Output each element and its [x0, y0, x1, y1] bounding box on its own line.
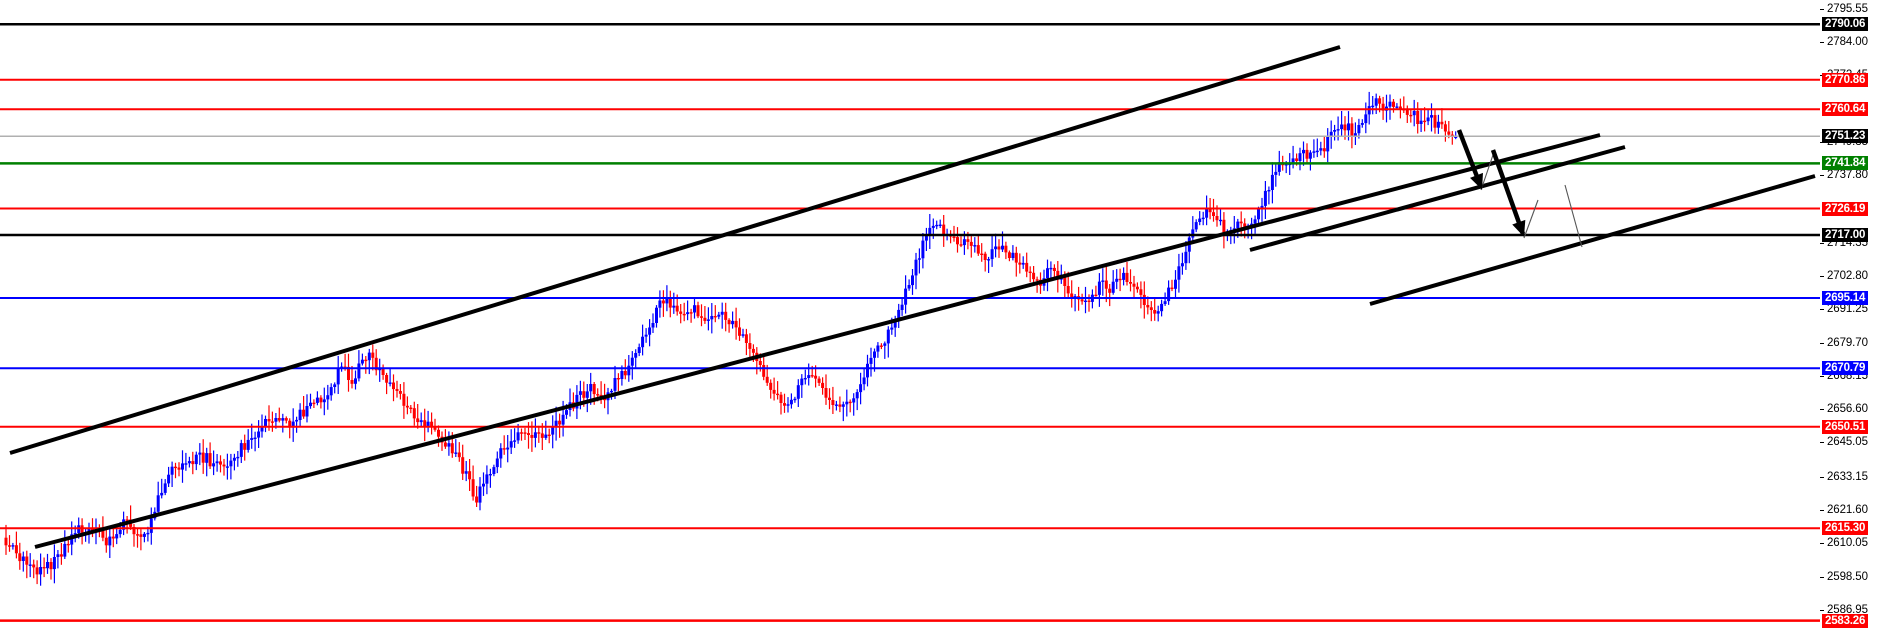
price-tag-2741-84[interactable]: 2741.84	[1822, 156, 1869, 171]
channel-upper_right_ext	[1249, 145, 1626, 252]
axis-tick	[1820, 8, 1824, 10]
forecast-guide-lines	[1480, 151, 1583, 248]
horizontal-level-lines	[0, 23, 1820, 622]
axis-tick-label: 2795.55	[1827, 2, 1868, 15]
axis-tick-label: 2656.60	[1827, 403, 1868, 416]
axis-tick-label: 2621.60	[1827, 504, 1868, 517]
channel-upper	[9, 45, 1341, 455]
price-plot-area[interactable]	[0, 0, 1820, 630]
axis-tick	[1820, 510, 1824, 512]
axis-tick-label: 2691.25	[1827, 303, 1868, 316]
price-tag-2717-00[interactable]: 2717.00	[1822, 228, 1869, 242]
price-tag-2751-23[interactable]: 2751.23	[1822, 129, 1869, 144]
forecast-guide-2	[1564, 184, 1583, 248]
arrow-down-2-head	[1512, 219, 1526, 237]
axis-tick	[1820, 409, 1824, 411]
axis-tick	[1820, 476, 1824, 478]
axis-tick	[1820, 543, 1824, 545]
price-tag-2670-79[interactable]: 2670.79	[1822, 361, 1869, 376]
axis-tick-label: 2645.05	[1827, 436, 1868, 449]
price-tag-2583-26[interactable]: 2583.26	[1822, 613, 1869, 628]
axis-tick	[1820, 175, 1824, 176]
axis-tick	[1820, 576, 1824, 578]
axis-tick	[1820, 375, 1824, 377]
price-tag-2650-51[interactable]: 2650.51	[1822, 419, 1869, 434]
axis-tick-label: 2610.05	[1827, 537, 1868, 550]
forecast-arrows	[1456, 129, 1526, 237]
arrow-down-2	[1490, 149, 1526, 235]
forecast-guide-0	[1480, 151, 1495, 191]
forecast-guide-1	[1523, 199, 1539, 239]
axis-tick	[1820, 309, 1824, 311]
axis-tick	[1820, 41, 1824, 43]
axis-tick-label: 2702.80	[1827, 269, 1868, 282]
price-tag-2726-19[interactable]: 2726.19	[1822, 201, 1869, 216]
axis-tick-label: 2633.15	[1827, 470, 1868, 483]
price-tag-2760-64[interactable]: 2760.64	[1822, 102, 1869, 117]
trend-channel-lines	[9, 45, 1816, 549]
axis-tick	[1820, 242, 1824, 244]
price-chart-svg	[0, 23, 1820, 622]
price-axis[interactable]: 2795.552784.002772.452749.352737.802714.…	[1820, 0, 1895, 630]
axis-tick-label: 2586.95	[1827, 604, 1868, 616]
channel-lower	[34, 133, 1601, 549]
price-tag-2615-30[interactable]: 2615.30	[1822, 521, 1869, 536]
axis-tick	[1820, 275, 1824, 277]
price-tag-2695-14[interactable]: 2695.14	[1822, 291, 1869, 305]
price-tag-2790-06[interactable]: 2790.06	[1822, 17, 1869, 32]
axis-tick	[1820, 342, 1824, 344]
axis-tick-label: 2784.00	[1827, 35, 1868, 48]
axis-tick	[1820, 442, 1824, 444]
axis-tick-label: 2737.80	[1827, 169, 1868, 181]
candlestick-series	[4, 91, 1458, 586]
axis-tick	[1820, 610, 1824, 611]
channel-lower_right_ext	[1369, 174, 1816, 306]
price-tag-2770-86[interactable]: 2770.86	[1822, 72, 1869, 87]
axis-tick-label: 2679.70	[1827, 336, 1868, 349]
axis-tick-label: 2598.50	[1827, 570, 1868, 583]
arrow-down-1-head	[1470, 172, 1483, 190]
